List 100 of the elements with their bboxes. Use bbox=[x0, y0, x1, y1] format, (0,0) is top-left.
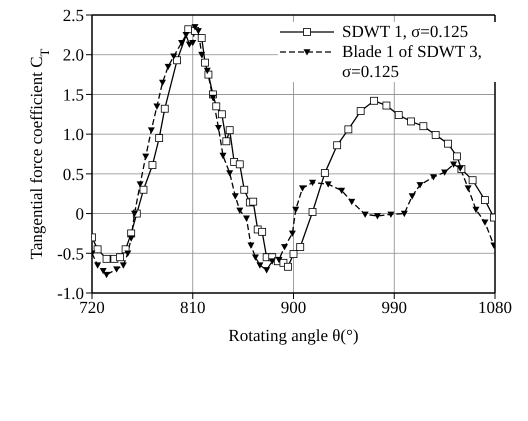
point bbox=[370, 96, 378, 105]
point bbox=[324, 181, 332, 188]
point bbox=[468, 176, 477, 184]
point bbox=[400, 210, 408, 218]
point bbox=[333, 141, 342, 150]
point bbox=[292, 206, 300, 214]
point bbox=[155, 134, 164, 142]
point bbox=[374, 213, 381, 220]
y-tick-label: 0.5 bbox=[62, 164, 84, 184]
point bbox=[249, 198, 258, 206]
point bbox=[450, 162, 458, 168]
point bbox=[120, 262, 127, 269]
point bbox=[464, 185, 472, 192]
point bbox=[394, 111, 403, 119]
x-tick-label: 900 bbox=[280, 298, 306, 318]
point bbox=[159, 80, 166, 86]
point bbox=[432, 131, 440, 139]
point bbox=[281, 244, 288, 250]
point bbox=[198, 34, 206, 42]
point bbox=[416, 182, 424, 188]
point bbox=[164, 64, 172, 70]
point bbox=[140, 186, 148, 194]
point bbox=[226, 126, 234, 134]
point bbox=[338, 188, 346, 194]
x-axis-title: Rotating angle θ(°) bbox=[228, 326, 359, 345]
point bbox=[242, 216, 250, 222]
point bbox=[212, 102, 220, 110]
point bbox=[441, 169, 448, 176]
point bbox=[356, 107, 365, 116]
point bbox=[481, 220, 488, 226]
point bbox=[226, 170, 234, 177]
point bbox=[182, 32, 190, 38]
point bbox=[481, 196, 489, 204]
point bbox=[268, 258, 276, 265]
point bbox=[102, 254, 110, 263]
point bbox=[382, 102, 390, 110]
point bbox=[201, 58, 209, 67]
y-tick-label: 1.5 bbox=[62, 85, 84, 104]
legend-label: Blade 1 of SDWT 3, σ=0.125 bbox=[342, 42, 483, 82]
point bbox=[256, 262, 264, 269]
point bbox=[387, 212, 394, 218]
point bbox=[198, 52, 206, 58]
point bbox=[258, 228, 266, 236]
point bbox=[348, 198, 356, 206]
point bbox=[191, 24, 198, 30]
point bbox=[263, 267, 270, 274]
point bbox=[131, 210, 138, 218]
point bbox=[453, 152, 461, 160]
point bbox=[362, 212, 369, 218]
y-tick-label: 2.5 bbox=[62, 6, 84, 26]
point bbox=[219, 152, 226, 160]
point bbox=[189, 40, 196, 46]
point bbox=[116, 253, 124, 262]
point bbox=[288, 230, 296, 237]
point bbox=[178, 40, 186, 46]
point bbox=[128, 235, 135, 242]
point bbox=[153, 104, 160, 110]
x-tick-label: 720 bbox=[79, 298, 105, 318]
point bbox=[204, 68, 211, 74]
x-tick-label: 1080 bbox=[478, 298, 512, 318]
point bbox=[142, 154, 150, 160]
point bbox=[100, 268, 107, 274]
point bbox=[136, 181, 144, 188]
x-tick-label: 810 bbox=[180, 298, 206, 318]
point bbox=[218, 110, 226, 118]
point bbox=[247, 242, 254, 249]
y-tick-label: 1.0 bbox=[62, 125, 84, 144]
point bbox=[472, 206, 480, 214]
point bbox=[124, 250, 132, 257]
point bbox=[309, 180, 316, 186]
point bbox=[290, 250, 298, 258]
point bbox=[222, 137, 230, 146]
point bbox=[320, 169, 329, 177]
point bbox=[430, 174, 437, 181]
point bbox=[407, 118, 415, 126]
point bbox=[444, 140, 452, 148]
point bbox=[252, 254, 259, 261]
point bbox=[170, 54, 178, 60]
point bbox=[113, 266, 120, 273]
point bbox=[103, 272, 110, 278]
point bbox=[148, 161, 156, 170]
point bbox=[214, 124, 222, 132]
point bbox=[236, 208, 244, 214]
point bbox=[408, 193, 416, 200]
point bbox=[94, 262, 102, 269]
point bbox=[209, 94, 216, 102]
y-tick-label: 2.0 bbox=[62, 46, 84, 65]
point bbox=[173, 56, 181, 64]
x-tick-label: 990 bbox=[382, 298, 407, 318]
y-tick-label: -0.5 bbox=[57, 244, 84, 264]
point bbox=[232, 193, 239, 200]
point bbox=[148, 127, 155, 134]
point bbox=[344, 125, 352, 134]
point bbox=[298, 185, 306, 192]
point bbox=[236, 160, 244, 168]
point bbox=[419, 122, 428, 130]
point bbox=[308, 208, 316, 216]
point bbox=[194, 28, 202, 34]
point bbox=[240, 186, 248, 194]
point bbox=[160, 104, 169, 113]
